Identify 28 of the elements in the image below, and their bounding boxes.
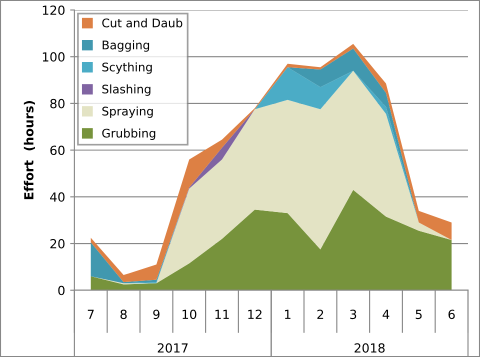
x-tick-label: 7: [88, 310, 94, 319]
legend-label: Spraying: [102, 106, 153, 118]
y-tick-label: 100: [42, 52, 65, 62]
y-tick-label: 60: [50, 146, 65, 156]
x-tick-label: 5: [416, 310, 422, 320]
x-tick-label: 9: [153, 310, 160, 320]
legend-label: Bagging: [102, 40, 150, 52]
text: 2017: [158, 343, 188, 353]
x-tick-label: 3: [350, 310, 356, 320]
y-tick-label: 80: [50, 98, 65, 108]
x-tick-label: 10: [182, 310, 196, 320]
text: 2018: [354, 343, 385, 353]
legend-label: Scything: [102, 62, 152, 74]
legend-label: Slashing: [102, 84, 150, 96]
y-tick-label: 40: [50, 192, 65, 202]
y-tick-label: 20: [50, 239, 65, 248]
legend-label: Cut and Daub: [102, 18, 182, 28]
y-tick-label: 0: [58, 286, 65, 296]
x-tick-label: 11: [215, 310, 229, 319]
legend-label: Grubbing: [102, 128, 156, 140]
x-tick-label: 8: [120, 310, 127, 320]
x-tick-label: 4: [382, 310, 390, 319]
y-axis-title: Effort (hours): [24, 101, 36, 200]
x-tick-label: 12: [248, 310, 262, 319]
x-tick-label: 1: [284, 310, 290, 319]
x-tick-label: 6: [448, 310, 455, 320]
x-tick-label: 2: [317, 310, 324, 319]
y-tick-label: 120: [42, 5, 65, 15]
